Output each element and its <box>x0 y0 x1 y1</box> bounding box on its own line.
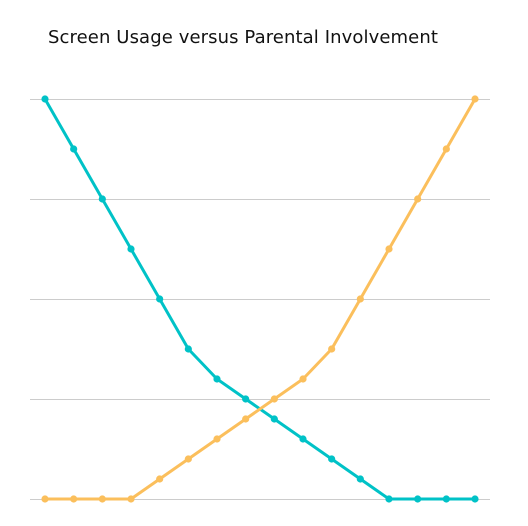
series-1-point-3[interactable] <box>98 195 106 203</box>
series-2-point-16[interactable] <box>471 95 479 103</box>
series-1-point-13[interactable] <box>385 495 393 503</box>
series-1-point-15[interactable] <box>442 495 450 503</box>
series-1-point-11[interactable] <box>328 455 336 463</box>
series-2-point-7[interactable] <box>213 435 221 443</box>
series-1-point-6[interactable] <box>184 345 192 353</box>
series-2-point-15[interactable] <box>442 145 450 153</box>
series-1-point-4[interactable] <box>127 245 135 253</box>
series-2-line <box>43 97 477 501</box>
series-2-point-12[interactable] <box>356 295 364 303</box>
series-2-point-11[interactable] <box>328 345 336 353</box>
series-2-point-2[interactable] <box>70 495 78 503</box>
series-2-point-14[interactable] <box>414 195 422 203</box>
series-2 <box>41 95 479 503</box>
series-2-point-9[interactable] <box>270 395 278 403</box>
series-2-point-1[interactable] <box>41 495 49 503</box>
series-1-point-9[interactable] <box>270 415 278 423</box>
series-2-point-8[interactable] <box>242 415 250 423</box>
series-1-point-7[interactable] <box>213 375 221 383</box>
gridlines <box>30 99 490 500</box>
series-1-point-1[interactable] <box>41 95 49 103</box>
series-1-point-10[interactable] <box>299 435 307 443</box>
series-2-point-4[interactable] <box>127 495 135 503</box>
series-2-point-5[interactable] <box>156 475 164 483</box>
series-2-point-6[interactable] <box>184 455 192 463</box>
series-2-point-10[interactable] <box>299 375 307 383</box>
series-1-point-14[interactable] <box>414 495 422 503</box>
series-2-point-13[interactable] <box>385 245 393 253</box>
series-1-point-8[interactable] <box>242 395 250 403</box>
series-2-point-3[interactable] <box>98 495 106 503</box>
series-1-point-2[interactable] <box>70 145 78 153</box>
series-1-point-12[interactable] <box>356 475 364 483</box>
series-1-point-16[interactable] <box>471 495 479 503</box>
chart-title: Screen Usage versus Parental Involvement <box>48 27 438 48</box>
series-1-point-5[interactable] <box>156 295 164 303</box>
